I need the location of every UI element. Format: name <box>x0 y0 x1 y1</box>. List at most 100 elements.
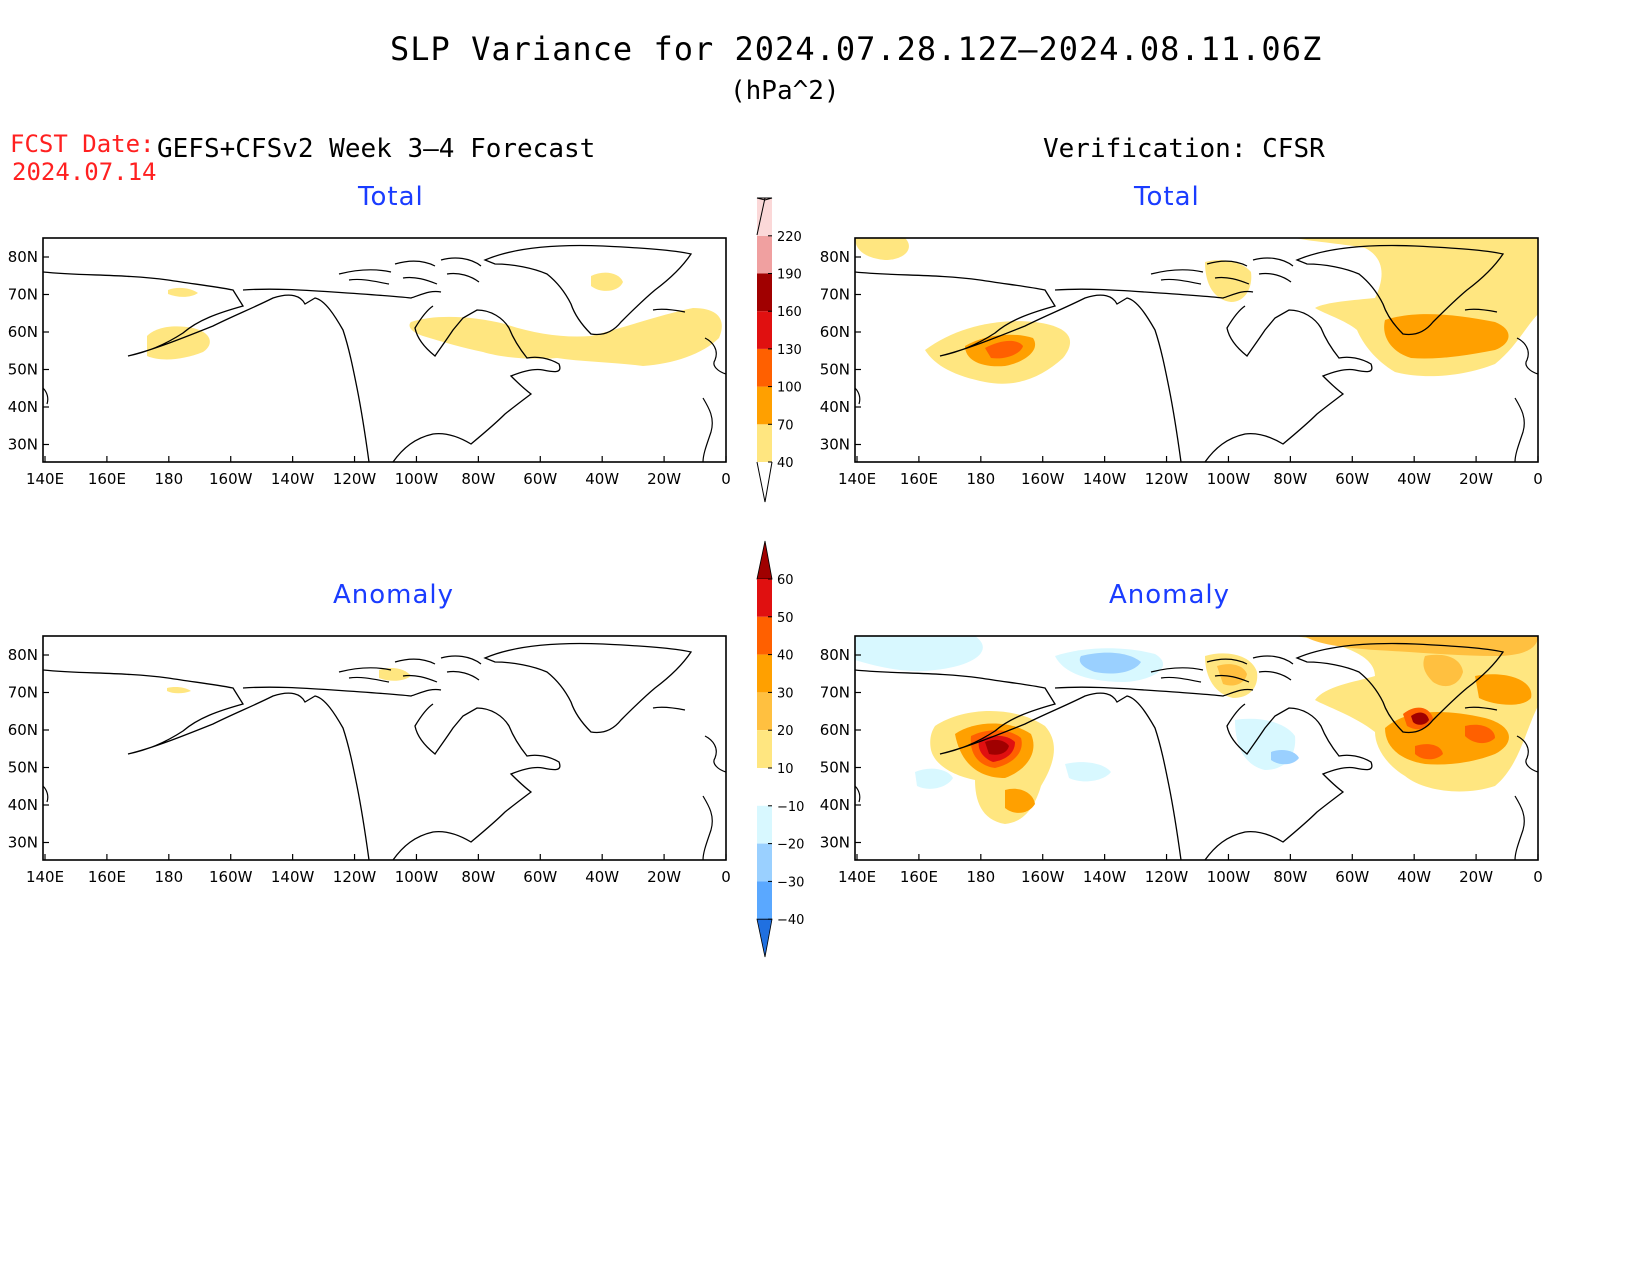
lon-tick-label: 40W <box>1397 868 1431 886</box>
panel-forecast-anomaly <box>43 642 726 860</box>
colorbar-total-swatch <box>757 273 772 312</box>
lon-tick-label: 100W <box>395 470 439 488</box>
lon-tick-label: 60W <box>523 868 557 886</box>
lat-tick-label: 50N <box>820 759 850 777</box>
colorbar-anomaly-swatch <box>757 692 772 731</box>
fcst-date-value: 2024.07.14 <box>12 158 157 186</box>
lon-tick-label: 140W <box>271 868 315 886</box>
lon-tick-label: 20W <box>647 868 681 886</box>
lon-tick-label: 60W <box>523 470 557 488</box>
lat-tick-label: 50N <box>820 361 850 379</box>
colorbar-anomaly-swatch <box>757 881 772 920</box>
lat-tick-label: 60N <box>8 323 38 341</box>
verification-label: Verification: CFSR <box>1043 134 1325 164</box>
lon-tick-label: 100W <box>1207 868 1251 886</box>
colorbar-total-label: 160 <box>777 305 802 320</box>
lon-tick-label: 120W <box>1145 470 1189 488</box>
map-frame <box>854 635 1539 861</box>
lon-tick-label: 140E <box>26 868 64 886</box>
lat-tick-label: 40N <box>8 398 38 416</box>
lon-tick-label: 80W <box>1273 868 1307 886</box>
lat-tick-label: 60N <box>820 721 850 739</box>
colorbar-total-swatch <box>757 348 772 387</box>
lon-tick-label: 140W <box>1083 868 1127 886</box>
colorbar-anomaly-label: 30 <box>777 686 794 701</box>
lon-tick-label: 160W <box>209 868 253 886</box>
colorbar-total-swatch <box>757 198 772 236</box>
lon-tick-label: 40W <box>1397 470 1431 488</box>
lon-tick-label: 160E <box>900 470 938 488</box>
lon-tick-label: 140E <box>838 470 876 488</box>
colorbar-anomaly-label: −30 <box>777 875 804 890</box>
colorbar-total-swatch <box>757 424 772 462</box>
colorbar-anomaly-label: 10 <box>777 762 794 777</box>
variance-shading <box>855 238 1538 384</box>
lon-tick-label: 80W <box>461 868 495 886</box>
lat-tick-label: 60N <box>8 721 38 739</box>
lon-tick-label: 80W <box>1273 470 1307 488</box>
lon-tick-label: 160W <box>1021 868 1065 886</box>
panel-verification-total <box>855 238 1538 462</box>
lon-tick-label: 40W <box>585 470 619 488</box>
lon-tick-label: 160E <box>88 470 126 488</box>
lon-tick-label: 120W <box>333 470 377 488</box>
colorbar-anomaly-label: 40 <box>777 649 794 664</box>
colorbar-total-swatch <box>757 311 772 349</box>
lon-tick-label: 60W <box>1335 868 1369 886</box>
colorbar-anomaly-swatch <box>757 805 772 844</box>
colorbar-anomaly: 60 50 40 30 20 10 −10 −20 −30 −40 <box>756 540 804 958</box>
lon-tick-label: 180 <box>966 470 995 488</box>
colorbar-anomaly-label: −40 <box>777 913 804 928</box>
lon-tick-label: 20W <box>1459 470 1493 488</box>
lon-tick-label: 80W <box>461 470 495 488</box>
lon-tick-label: 140W <box>271 470 315 488</box>
lat-tick-label: 30N <box>8 834 38 852</box>
lat-tick-label: 40N <box>8 796 38 814</box>
colorbar-total-label: 40 <box>777 456 794 471</box>
colorbar-anomaly-swatch <box>757 768 772 806</box>
colorbar-anomaly-label: 20 <box>777 724 794 739</box>
colorbar-anomaly-label: −20 <box>777 838 804 853</box>
colorbar-total-label: 220 <box>777 230 802 245</box>
lon-tick-label: 40W <box>585 868 619 886</box>
lon-tick-label: 120W <box>333 868 377 886</box>
lon-tick-label: 180 <box>154 470 183 488</box>
panel-title-verification-total: Total <box>1134 182 1200 212</box>
map-frame <box>854 237 1539 463</box>
colorbar-anomaly-lower-tip <box>756 918 773 958</box>
colorbar-anomaly-label: 50 <box>777 611 794 626</box>
panel-verification-anomaly <box>855 636 1538 860</box>
colorbar-total-upper-tip <box>756 197 773 201</box>
colorbar-total-label: 100 <box>777 381 802 396</box>
lat-tick-label: 30N <box>820 436 850 454</box>
colorbar-anomaly-label: 60 <box>777 573 794 588</box>
lat-tick-label: 70N <box>820 286 850 304</box>
colorbar-total-label: 130 <box>777 343 802 358</box>
figure-title: SLP Variance for 2024.07.28.12Z–2024.08.… <box>390 30 1323 68</box>
lon-tick-label: 100W <box>395 868 439 886</box>
lon-tick-label: 20W <box>647 470 681 488</box>
map-frame <box>42 635 727 861</box>
colorbar-total: 40 70 100 130 160 190 220 <box>756 197 802 503</box>
lat-tick-label: 80N <box>8 248 38 266</box>
forecast-model-label: GEFS+CFSv2 Week 3–4 Forecast <box>157 134 596 164</box>
lon-tick-label: 180 <box>154 868 183 886</box>
panel-title-forecast-anomaly: Anomaly <box>333 580 455 610</box>
colorbar-total-swatch <box>757 386 772 425</box>
lat-tick-label: 30N <box>8 436 38 454</box>
lon-tick-label: 0 <box>721 868 731 886</box>
panel-title-forecast-total: Total <box>358 182 424 212</box>
lon-tick-label: 180 <box>966 868 995 886</box>
lon-tick-label: 160E <box>900 868 938 886</box>
colorbar-anomaly-swatch <box>757 730 772 768</box>
units-label: (hPa^2) <box>730 76 840 106</box>
lat-tick-label: 80N <box>8 646 38 664</box>
lat-tick-label: 60N <box>820 323 850 341</box>
colorbar-anomaly-swatch <box>757 616 772 655</box>
lon-tick-label: 60W <box>1335 470 1369 488</box>
lat-tick-label: 70N <box>8 684 38 702</box>
lon-tick-label: 140E <box>838 868 876 886</box>
panel-title-verification-anomaly: Anomaly <box>1109 580 1231 610</box>
colorbar-total-label: 190 <box>777 268 802 283</box>
